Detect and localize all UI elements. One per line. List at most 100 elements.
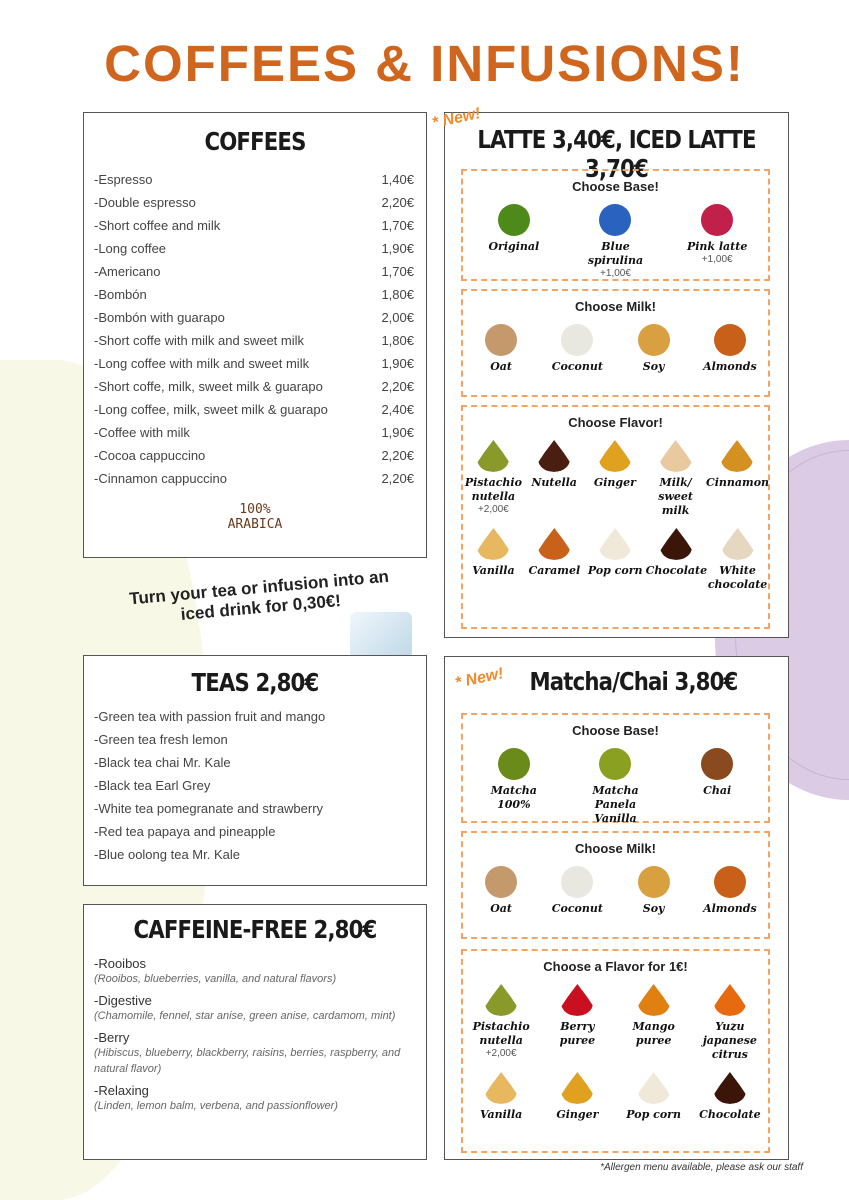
coffee-item: -Long coffee 1,90€ (84, 241, 426, 264)
choice-option[interactable]: Vanilla (470, 1072, 532, 1122)
matcha-section: Choose Base! Matcha 100% Matcha Panela Van… (461, 713, 770, 826)
flavor-drop-icon (599, 528, 632, 560)
choice-option[interactable]: Blue spirulina +1,00€ (584, 204, 646, 279)
choice-option[interactable]: Chocolate (699, 1072, 761, 1122)
choice-option[interactable]: Matcha Panela Vanilla (584, 748, 646, 826)
choice-option[interactable]: Ginger (585, 440, 646, 518)
tea-item: -Red tea papaya and pineapple (94, 824, 276, 839)
ingredient-icon (701, 204, 734, 236)
choice-option[interactable]: Ginger (546, 1072, 608, 1122)
choice-option[interactable]: Cinnamon (706, 440, 770, 518)
choice-option[interactable]: Milk/ sweet milk (645, 440, 706, 518)
choice-option[interactable]: Soy (623, 866, 685, 916)
choice-option[interactable]: White chocolate (707, 528, 768, 592)
caffeine-free-item: -Berry (Hibiscus, blueberry, blackberry, … (94, 1030, 416, 1077)
latte-heading: LATTE 3,40€, ICED LATTE 3,70€ (477, 125, 756, 183)
choice-name: Vanilla (472, 564, 515, 577)
choice-name: Chai (703, 784, 732, 797)
choice-option[interactable]: Pop corn (623, 1072, 685, 1122)
choice-name: Matcha Panela Vanilla (592, 784, 639, 825)
choice-option[interactable]: Pink latte +1,00€ (686, 204, 748, 279)
section-title: Choose Base! (572, 723, 659, 738)
choice-option[interactable]: Coconut (546, 324, 608, 374)
choice-name: Ginger (593, 476, 636, 489)
coffee-name: -Bombón (94, 287, 147, 302)
infusion-name: -Digestive (94, 993, 152, 1008)
choice-name: Mango puree (632, 1020, 675, 1047)
caffeine-free-item: -Rooibos (Rooibos, blueberries, vanilla, … (94, 956, 416, 987)
tea-item: -Blue oolong tea Mr. Kale (94, 847, 240, 862)
coffee-item: -Bombón with guarapo 2,00€ (84, 310, 426, 333)
choice-name: Original (488, 240, 540, 253)
ingredient-icon (637, 324, 670, 356)
caffeine-free-list: -Rooibos (Rooibos, blueberries, vanilla, … (84, 956, 426, 1114)
choice-option[interactable]: Nutella (524, 440, 585, 518)
tea-item: -White tea pomegranate and strawberry (94, 801, 324, 816)
coffee-price: 1,40€ (381, 172, 414, 187)
choice-name: Almonds (703, 360, 757, 373)
ingredient-icon (713, 866, 746, 898)
choice-option[interactable]: Original (483, 204, 545, 279)
choice-option[interactable]: Oat (470, 324, 532, 374)
coffee-price: 2,40€ (381, 402, 414, 417)
tea-item: -Black tea chai Mr. Kale (94, 755, 231, 770)
choice-option[interactable]: Coconut (546, 866, 608, 916)
arabica-badge: 100% ARABICA (84, 502, 426, 532)
choice-option[interactable]: Chai (686, 748, 748, 826)
choice-option[interactable]: Berry puree (546, 984, 608, 1062)
coffee-name: -Americano (94, 264, 161, 279)
flavor-drop-icon (477, 528, 510, 560)
coffee-price: 2,20€ (381, 195, 414, 210)
coffee-name: -Short coffee and milk (94, 218, 221, 233)
coffee-item: -Long coffee, milk, sweet milk & guarapo… (84, 402, 426, 425)
choice-row: Pistachio nutella +2,00€ Nutella Ginger Milk… (463, 440, 770, 518)
coffee-item: -Coffee with milk 1,90€ (84, 425, 426, 448)
flavor-drop-icon (713, 984, 746, 1016)
ingredient-icon (637, 866, 670, 898)
choice-option[interactable]: Caramel (524, 528, 585, 592)
coffees-heading: COFFEES (204, 127, 306, 156)
choice-option[interactable]: Chocolate (646, 528, 707, 592)
matcha-panel: Matcha/Chai 3,80€ Choose Base! Matcha 100… (444, 656, 789, 1160)
choice-option[interactable]: Pop corn (585, 528, 646, 592)
choice-name: Nutella (531, 476, 577, 489)
flavor-drop-icon (637, 1072, 670, 1104)
choice-name: Pistachio nutella (472, 1020, 530, 1047)
choice-name: Pink latte (686, 240, 748, 253)
tea-item: -Green tea with passion fruit and mango (94, 709, 326, 724)
ice-cubes-icon (350, 612, 412, 658)
latte-section: Choose Milk! Oat Coconut Soy Almonds (461, 289, 770, 397)
coffee-name: -Cocoa cappuccino (94, 448, 206, 463)
choice-option[interactable]: Mango puree (623, 984, 685, 1062)
flavor-drop-icon (538, 440, 571, 472)
flavor-drop-icon (637, 984, 670, 1016)
coffee-price: 1,90€ (381, 425, 414, 440)
coffee-price: 1,80€ (381, 333, 414, 348)
infusion-description: (Hibiscus, blueberry, blackberry, raisin… (94, 1047, 401, 1075)
caffeine-free-heading: CAFFEINE-FREE 2,80€ (133, 915, 378, 944)
choice-name: Matcha 100% (490, 784, 537, 811)
flavor-drop-icon (477, 440, 510, 472)
coffee-name: -Cinnamon cappuccino (94, 471, 227, 486)
choice-option[interactable]: Matcha 100% (483, 748, 545, 826)
choice-option[interactable]: Yuzu japanese citrus (699, 984, 761, 1062)
choice-surcharge: +2,00€ (485, 1048, 517, 1059)
choice-row: Oat Coconut Soy Almonds (463, 866, 768, 916)
choice-option[interactable]: Almonds (699, 866, 761, 916)
coffee-name: -Long coffee, milk, sweet milk & guarapo (94, 402, 328, 417)
choice-option[interactable]: Pistachio nutella +2,00€ (470, 984, 532, 1062)
choice-option[interactable]: Soy (623, 324, 685, 374)
choice-option[interactable]: Oat (470, 866, 532, 916)
section-title: Choose Milk! (575, 299, 656, 314)
choice-option[interactable]: Almonds (699, 324, 761, 374)
ingredient-icon (497, 748, 530, 780)
choice-option[interactable]: Vanilla (463, 528, 524, 592)
matcha-heading: Matcha/Chai 3,80€ (529, 667, 739, 696)
coffee-name: -Long coffee with milk and sweet milk (94, 356, 310, 371)
choice-name: Cinnamon (706, 476, 770, 489)
choice-option[interactable]: Pistachio nutella +2,00€ (463, 440, 524, 518)
choice-surcharge: +1,00€ (600, 268, 631, 279)
matcha-section: Choose a Flavor for 1€! Pistachio nutella… (461, 949, 770, 1153)
infusion-name: -Berry (94, 1030, 130, 1045)
coffee-item: -Cocoa cappuccino 2,20€ (84, 448, 426, 471)
